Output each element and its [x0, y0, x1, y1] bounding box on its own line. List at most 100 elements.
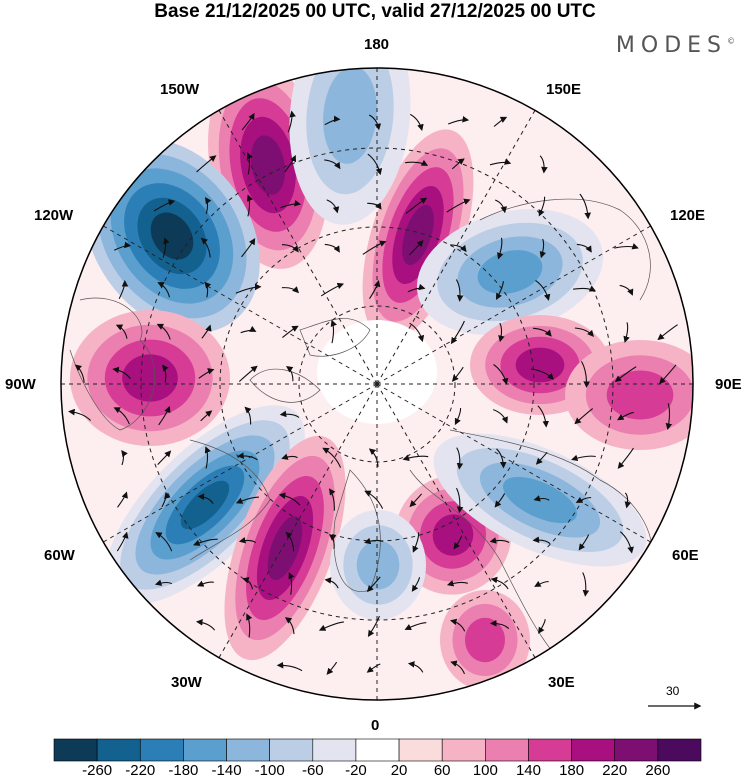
wind-vector — [404, 622, 427, 631]
wind-vector — [535, 279, 551, 301]
wind-vector — [284, 617, 295, 635]
colorbar-swatch — [657, 738, 702, 762]
wind-vector — [318, 621, 344, 631]
wind-vectors — [68, 110, 678, 675]
wind-vector — [581, 361, 590, 388]
wind-vector — [196, 580, 214, 587]
wind-vector — [402, 454, 429, 462]
wind-vector — [196, 155, 217, 173]
wind-vector — [367, 202, 382, 210]
colorbar-swatch — [53, 738, 98, 762]
wind-vector — [162, 237, 170, 258]
wind-vector — [246, 152, 253, 175]
wind-vector — [68, 408, 91, 421]
wind-vector — [286, 366, 294, 382]
colorbar-swatch — [571, 738, 616, 762]
wind-vector — [493, 409, 508, 424]
wind-vector — [451, 366, 464, 382]
anomaly-contour — [432, 514, 474, 556]
brand-logo: MODES© — [616, 33, 735, 58]
brand-mark: © — [727, 36, 735, 46]
wind-vector — [446, 198, 471, 213]
wind-vector — [412, 532, 420, 553]
colorbar-tick-label: -140 — [211, 762, 242, 779]
colorbar-swatch — [139, 738, 184, 762]
colorbar-tick-label: -260 — [82, 762, 113, 779]
wind-vector — [450, 244, 467, 253]
coastline — [479, 198, 651, 301]
wind-vector — [242, 577, 254, 590]
colorbar-tick-label: 100 — [472, 762, 498, 779]
wind-vector — [489, 619, 510, 630]
colorbar-tick-label: -100 — [254, 762, 285, 779]
coastline — [449, 429, 653, 571]
wind-vector — [539, 155, 548, 174]
wind-vector — [281, 244, 299, 253]
anomaly-contour — [465, 617, 505, 663]
wind-vector — [456, 447, 464, 470]
wind-vector — [409, 322, 425, 343]
wind-vector — [117, 491, 128, 508]
wind-vector — [246, 194, 254, 217]
wind-vector — [446, 580, 468, 587]
wind-vector — [244, 406, 252, 425]
wind-vector — [498, 322, 505, 343]
wind-vector — [453, 535, 463, 550]
colorbar — [53, 738, 702, 762]
wind-vector — [493, 116, 508, 127]
colorbar-tick-label: 180 — [559, 762, 585, 779]
colorbar-tick-label: -220 — [125, 762, 156, 779]
wind-vector — [367, 153, 383, 176]
wind-vector — [456, 487, 464, 514]
colorbar-swatch — [269, 738, 314, 762]
wind-vector — [235, 283, 262, 294]
brand-text: MODES — [615, 33, 727, 58]
wind-vector — [665, 403, 673, 430]
wind-vector — [330, 319, 337, 344]
wind-vector — [450, 618, 466, 632]
wind-vector — [450, 660, 466, 675]
wind-vector — [364, 537, 383, 545]
wind-vector — [197, 493, 214, 504]
wind-vector — [571, 454, 596, 462]
wind-vector — [532, 536, 551, 545]
wind-vector — [409, 493, 423, 508]
wind-vector — [408, 240, 424, 256]
lon-label-0: 0 — [371, 717, 380, 734]
wind-vector — [538, 196, 546, 217]
wind-vector — [198, 368, 215, 379]
wind-vector — [240, 325, 257, 334]
colorbar-swatch — [226, 738, 270, 762]
wind-vector — [409, 113, 424, 131]
wind-vector — [113, 241, 132, 251]
wind-vector — [533, 495, 550, 502]
lon-label-120e: 120E — [670, 207, 706, 224]
wind-vector — [576, 243, 592, 253]
colorbar-swatch — [96, 738, 141, 762]
lon-label-30w: 30W — [171, 674, 202, 691]
wind-vector — [235, 496, 259, 504]
wind-vector — [324, 159, 341, 170]
wind-vector — [367, 615, 380, 638]
wind-vector — [369, 280, 381, 299]
wind-vector — [575, 496, 592, 503]
map-title: Base 21/12/2025 00 UTC, valid 27/12/2025… — [154, 1, 596, 22]
wind-vector — [405, 159, 429, 166]
wind-vector — [193, 538, 218, 546]
wind-vector — [368, 448, 379, 467]
colorbar-tick-label: 220 — [602, 762, 628, 779]
wind-vector — [450, 320, 465, 345]
wind-vector — [623, 322, 630, 343]
colorbar-tick-label: 140 — [515, 762, 541, 779]
map-border — [60, 67, 694, 701]
wind-vector — [195, 619, 216, 631]
coastline — [299, 318, 371, 357]
lon-label-90e: 90E — [715, 376, 742, 393]
wind-vector — [451, 158, 465, 170]
wind-vector — [614, 366, 637, 383]
wind-vector — [324, 115, 341, 126]
wind-vector — [320, 282, 345, 297]
lon-label-180: 180 — [364, 36, 390, 53]
colorbar-tick-label: -180 — [168, 762, 199, 779]
wind-vector — [617, 411, 634, 421]
